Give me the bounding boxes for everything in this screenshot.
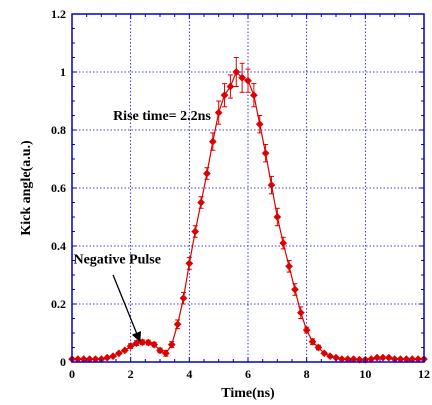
y-tick-label: 0	[60, 355, 66, 369]
x-tick-label: 10	[359, 367, 371, 381]
data-point	[161, 349, 170, 358]
data-point	[144, 338, 153, 347]
tick-marks	[71, 13, 425, 363]
data-point	[384, 353, 393, 362]
y-tick-label: 0.8	[51, 123, 66, 137]
tick-labels: 0 2 4 6 8 10 12 0 0.2 0.4 0.6 0.8 1 1.2	[51, 7, 430, 381]
y-tick-label: 0.4	[51, 239, 66, 253]
negative-pulse-annotation: Negative Pulse	[73, 252, 160, 267]
data-point	[279, 239, 288, 248]
data-point	[185, 259, 194, 268]
data-point	[120, 346, 129, 355]
data-point	[285, 262, 294, 271]
y-tick-label: 0.2	[51, 297, 66, 311]
data-point	[290, 285, 299, 294]
data-point	[208, 137, 217, 146]
data-point	[191, 227, 200, 236]
data-point	[150, 340, 159, 349]
data-point	[296, 308, 305, 317]
data-point	[103, 353, 112, 362]
data-point	[261, 149, 270, 158]
data-point	[202, 169, 211, 178]
data-point	[167, 340, 176, 349]
data-point	[226, 82, 235, 91]
data-point	[109, 352, 118, 361]
data-point	[314, 343, 323, 352]
x-tick-label: 8	[304, 367, 310, 381]
data-point	[308, 337, 317, 346]
data-point	[238, 73, 247, 82]
annotations: Rise time= 2.2ns Negative Pulse	[73, 109, 211, 343]
data-point	[326, 352, 335, 361]
data-point	[179, 294, 188, 303]
data-point	[173, 320, 182, 329]
x-tick-label: 6	[245, 367, 251, 381]
data-point	[273, 213, 282, 221]
data-point	[249, 91, 258, 100]
x-axis-label: Time(ns)	[221, 386, 275, 401]
data-point	[126, 342, 135, 351]
grid	[72, 14, 424, 362]
y-tick-label: 1	[60, 65, 66, 79]
data-point	[232, 68, 241, 76]
data-point	[302, 326, 311, 335]
x-tick-label: 2	[128, 367, 134, 381]
data-point	[156, 346, 164, 355]
data-point	[114, 349, 123, 358]
x-tick-label: 4	[186, 367, 192, 381]
data-point	[214, 108, 223, 117]
data-point	[220, 91, 229, 100]
data-point	[244, 76, 252, 85]
data-point	[197, 198, 206, 207]
y-tick-label: 1.2	[51, 7, 66, 21]
data-point	[320, 349, 329, 358]
data-point	[255, 120, 264, 129]
annotation-arrow	[112, 274, 142, 343]
rise-time-annotation: Rise time= 2.2ns	[113, 109, 211, 124]
x-tick-label: 12	[418, 367, 430, 381]
y-tick-label: 0.6	[51, 181, 66, 195]
y-axis-label: Kick angle(a.u.)	[19, 140, 34, 236]
data-point	[267, 181, 276, 190]
x-tick-label: 0	[69, 367, 75, 381]
